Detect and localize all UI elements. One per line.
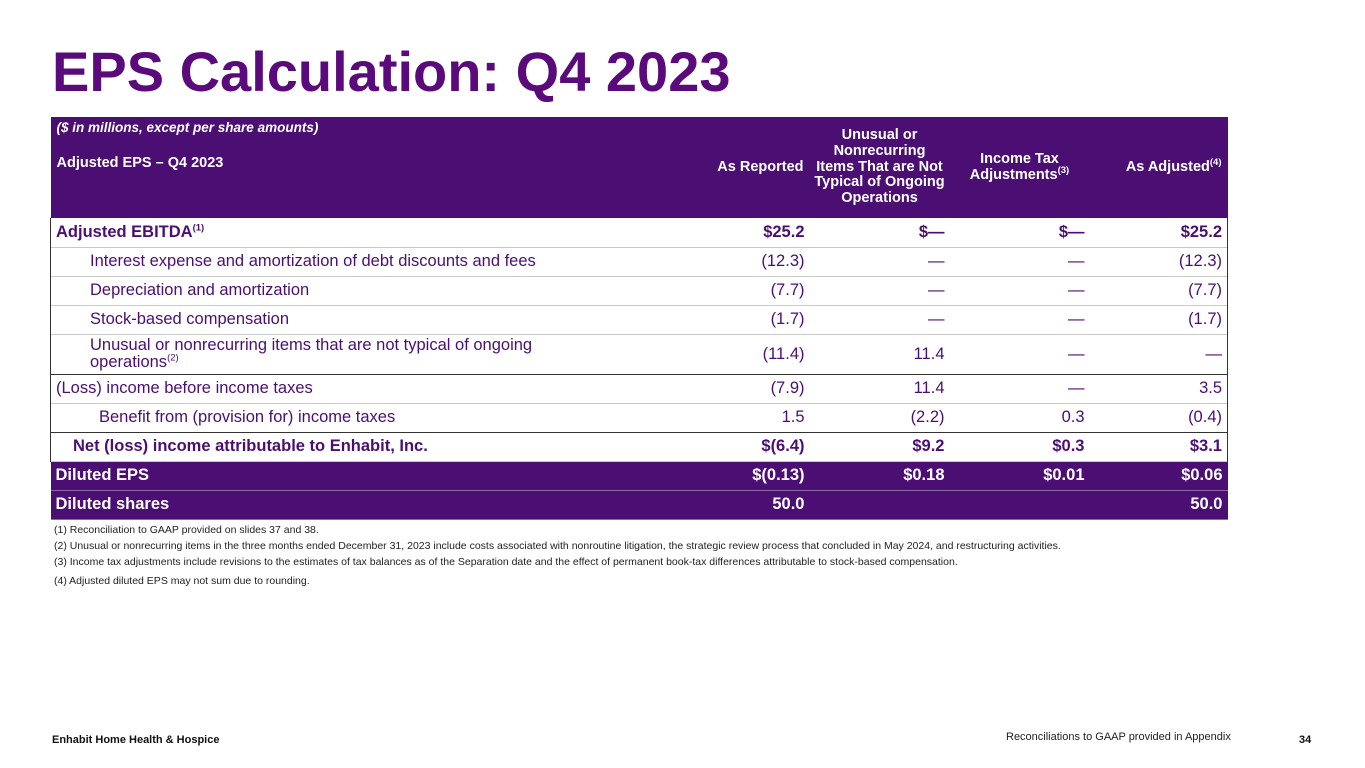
- cell-unusual: 11.4: [913, 379, 945, 397]
- table-header-row: ($ in millions, except per share amounts…: [50, 117, 1228, 218]
- cell-income-tax: —: [1068, 281, 1085, 299]
- footnote: (3) Income tax adjustments include revis…: [54, 556, 958, 568]
- cell-as-reported: (7.7): [770, 281, 805, 299]
- col-header-unusual: Unusual or Nonrecurring Items That are N…: [814, 127, 945, 206]
- table-row: Depreciation and amortization (7.7) — — …: [50, 276, 1228, 305]
- col-header-income-tax: Income Tax Adjustments(3): [969, 150, 1070, 183]
- eps-table: ($ in millions, except per share amounts…: [50, 117, 1228, 520]
- cell-unusual: $9.2: [912, 437, 945, 455]
- cell-income-tax: —: [1068, 379, 1085, 397]
- header-row-label: ($ in millions, except per share amounts…: [51, 117, 567, 218]
- footer-note: Reconciliations to GAAP provided in Appe…: [1006, 731, 1231, 743]
- table-row: Stock-based compensation (1.7) — — (1.7): [50, 305, 1228, 334]
- cell-as-adjusted: (12.3): [1089, 247, 1228, 276]
- table-row: Benefit from (provision for) income taxe…: [50, 403, 1228, 432]
- cell-as-adjusted: 50.0: [1190, 495, 1223, 513]
- cell-income-tax: —: [1068, 344, 1085, 363]
- footnote: (4) Adjusted diluted EPS may not sum due…: [54, 575, 310, 587]
- cell-as-adjusted: $3.1: [1089, 432, 1228, 461]
- cell-income-tax: $—: [1058, 222, 1085, 241]
- cell-unusual: (2.2): [910, 408, 945, 426]
- page-number: 34: [1299, 734, 1312, 746]
- row-label: (Loss) income before income taxes: [50, 374, 567, 403]
- col-header-as-adjusted: As Adjusted(4): [1125, 156, 1222, 175]
- cell-as-adjusted: (1.7): [1089, 305, 1228, 334]
- table-row: Adjusted EBITDA(1) $25.2 $— $— $25.2: [50, 218, 1228, 247]
- cell-unusual: [810, 490, 950, 519]
- table-row: Net (loss) income attributable to Enhabi…: [50, 432, 1228, 461]
- row-label: Diluted EPS: [55, 466, 150, 484]
- row-label: Diluted shares: [55, 495, 170, 513]
- cell-as-reported: $25.2: [763, 222, 805, 241]
- cell-as-adjusted: $25.2: [1089, 218, 1228, 247]
- cell-income-tax: $0.3: [1052, 437, 1085, 455]
- row-label: Net (loss) income attributable to Enhabi…: [50, 432, 567, 461]
- row-label: Interest expense and amortization of deb…: [50, 247, 567, 276]
- cell-income-tax: $0.01: [1043, 466, 1085, 484]
- cell-as-adjusted: (0.4): [1089, 403, 1228, 432]
- cell-as-reported: (7.9): [770, 379, 805, 397]
- cell-as-adjusted: (7.7): [1089, 276, 1228, 305]
- row-label: Depreciation and amortization: [50, 276, 567, 305]
- cell-as-reported: (11.4): [762, 344, 805, 363]
- cell-as-reported: $(0.13): [752, 466, 805, 484]
- footer-company: Enhabit Home Health & Hospice: [52, 734, 220, 746]
- cell-unusual: —: [928, 252, 945, 270]
- footnote: (2) Unusual or nonrecurring items in the…: [54, 540, 1061, 552]
- cell-income-tax: —: [1068, 310, 1085, 328]
- row-label: Unusual or nonrecurring items that are n…: [50, 334, 567, 374]
- table-row: (Loss) income before income taxes (7.9) …: [50, 374, 1228, 403]
- table-row-highlight: Diluted EPS $(0.13) $0.18 $0.01 $0.06: [50, 461, 1228, 490]
- cell-as-adjusted: 3.5: [1089, 374, 1228, 403]
- cell-unusual: $0.18: [903, 466, 945, 484]
- row-label: Stock-based compensation: [50, 305, 567, 334]
- cell-income-tax: —: [1068, 252, 1085, 270]
- page-title: EPS Calculation: Q4 2023: [52, 40, 731, 103]
- cell-income-tax: [950, 490, 1090, 519]
- cell-as-reported: 1.5: [781, 408, 805, 426]
- cell-as-adjusted: —: [1089, 334, 1228, 374]
- cell-as-reported: 50.0: [772, 495, 805, 513]
- cell-income-tax: 0.3: [1061, 408, 1085, 426]
- units-note: ($ in millions, except per share amounts…: [56, 120, 319, 135]
- table-row-highlight: Diluted shares 50.0 50.0: [50, 490, 1228, 519]
- row-header: Adjusted EPS – Q4 2023: [56, 154, 224, 171]
- cell-as-reported: (1.7): [770, 310, 805, 328]
- cell-unusual: —: [928, 281, 945, 299]
- cell-unusual: 11.4: [913, 344, 945, 363]
- footnotes: (1) Reconciliation to GAAP provided on s…: [54, 522, 1254, 589]
- cell-unusual: $—: [918, 222, 945, 241]
- table-row: Unusual or nonrecurring items that are n…: [50, 334, 1228, 374]
- cell-as-reported: $(6.4): [761, 437, 805, 455]
- cell-unusual: —: [928, 310, 945, 328]
- cell-as-adjusted: $0.06: [1181, 466, 1223, 484]
- row-label: Adjusted EBITDA(1): [50, 218, 567, 247]
- footnote: (1) Reconciliation to GAAP provided on s…: [54, 524, 319, 536]
- table-row: Interest expense and amortization of deb…: [50, 247, 1228, 276]
- cell-as-reported: (12.3): [761, 252, 805, 270]
- col-header-as-reported: As Reported: [717, 158, 804, 175]
- row-label: Benefit from (provision for) income taxe…: [50, 403, 567, 432]
